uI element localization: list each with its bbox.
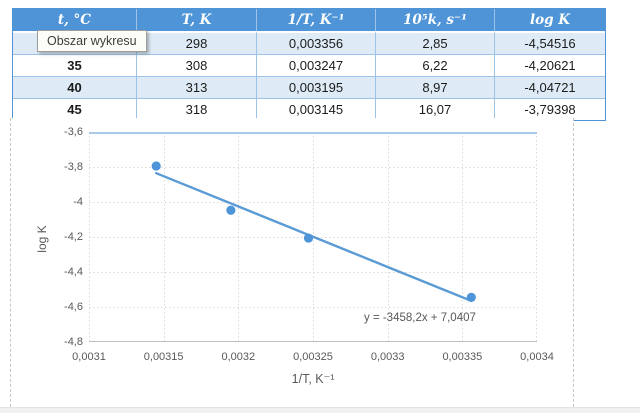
- table-cell[interactable]: 16,07: [376, 98, 495, 120]
- table-cell[interactable]: 35: [13, 54, 137, 76]
- data-point[interactable]: [151, 161, 161, 171]
- chart-area-tooltip: Obszar wykresu: [37, 30, 147, 52]
- chart-area[interactable]: log K -3,6 -3,8 -4 -4,2 -4,4 -4,6 -4,8 0,0031 0…: [10, 118, 574, 412]
- table-cell[interactable]: 0,003356: [257, 31, 376, 54]
- table-cell[interactable]: 6,22: [376, 54, 495, 76]
- x-axis-title: 1/T, K⁻¹: [291, 372, 335, 386]
- chart-canvas: [89, 132, 537, 342]
- table-cell[interactable]: 318: [137, 98, 257, 120]
- x-tick-label: 0,00325: [293, 351, 333, 363]
- data-point[interactable]: [303, 233, 314, 243]
- header-cell[interactable]: T, K: [137, 9, 257, 31]
- table-cell[interactable]: 0,003195: [257, 76, 376, 98]
- table-cell[interactable]: 0,003145: [257, 98, 376, 120]
- x-tick-label: 0,00335: [442, 351, 483, 363]
- table-cell[interactable]: -4,04721: [495, 76, 605, 98]
- table-cell[interactable]: 45: [13, 98, 137, 120]
- trendline[interactable]: [154, 171, 473, 303]
- table-cell[interactable]: 308: [137, 54, 257, 76]
- table-cell[interactable]: 8,97: [376, 76, 495, 98]
- plot-area[interactable]: [89, 132, 537, 342]
- data-point[interactable]: [226, 205, 236, 215]
- data-point[interactable]: [466, 292, 476, 303]
- x-tick-label: 0,0033: [370, 351, 405, 363]
- y-tick-label: -4,8: [64, 336, 83, 348]
- y-tick-label: -4,2: [64, 231, 83, 243]
- table-cell[interactable]: 298: [137, 31, 257, 54]
- data-table: t, °C T, K 1/T, K⁻¹ 10⁵k, s⁻¹ log K 298 0,0033…: [12, 8, 606, 121]
- x-tick-label: 0,0034: [520, 351, 554, 363]
- table-cell[interactable]: 313: [137, 76, 257, 98]
- table-cell[interactable]: -4,54516: [495, 31, 605, 54]
- table-cell[interactable]: 2,85: [376, 31, 495, 54]
- y-tick-label: -3,8: [64, 161, 83, 173]
- header-cell[interactable]: log K: [495, 9, 605, 31]
- y-tick-label: -4,6: [64, 301, 83, 313]
- table-cell[interactable]: -3,79398: [495, 98, 605, 120]
- header-cell[interactable]: 10⁵k, s⁻¹: [376, 9, 495, 31]
- x-tick-label: 0,00315: [143, 351, 184, 363]
- x-tick-label: 0,0031: [72, 351, 106, 363]
- trendline-equation-label: y = -3458,2x + 7,0407: [364, 312, 476, 324]
- header-cell[interactable]: t, °C: [13, 9, 137, 31]
- y-tick-label: -4: [73, 196, 83, 208]
- bottom-strip: [0, 407, 640, 413]
- table-cell[interactable]: -4,20621: [495, 54, 605, 76]
- y-tick-label: -4,4: [64, 266, 83, 278]
- table-cell[interactable]: 0,003247: [257, 54, 376, 76]
- y-tick-label: -3,6: [64, 126, 83, 138]
- header-cell[interactable]: 1/T, K⁻¹: [257, 9, 376, 31]
- table-cell[interactable]: 40: [13, 76, 137, 98]
- x-tick-label: 0,0032: [221, 351, 256, 363]
